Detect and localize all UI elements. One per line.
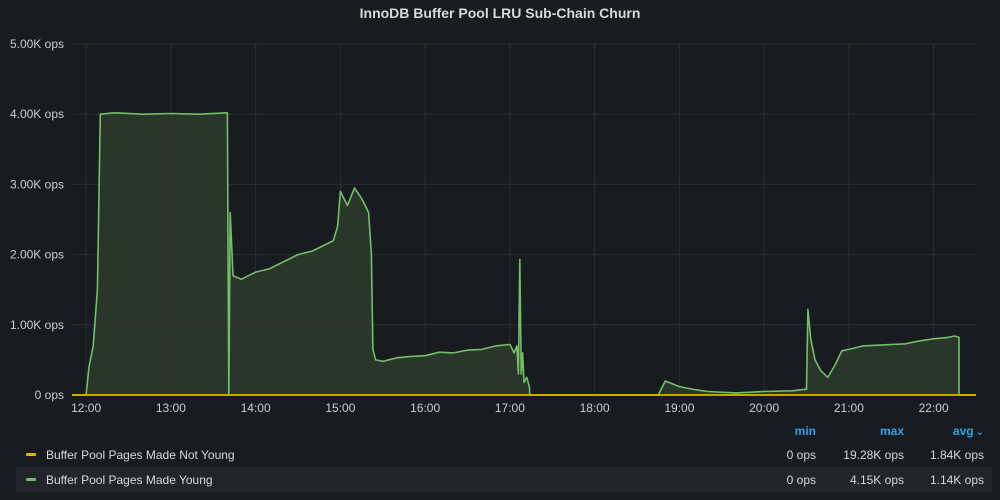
x-tick-label: 21:00 xyxy=(834,401,864,415)
chart: 0 ops 1.00K ops 2.00K ops 3.00K ops 4.00K op… xyxy=(10,37,976,415)
x-tick-label: 18:00 xyxy=(580,401,610,415)
y-tick-label: 5.00K ops xyxy=(10,37,64,51)
chevron-down-icon: ⌄ xyxy=(975,427,984,438)
legend-avg-value: 1.84K ops xyxy=(929,447,984,462)
y-tick-label: 1.00K ops xyxy=(10,318,64,332)
legend-row[interactable]: Buffer Pool Pages Made Young 0 ops 4.15K… xyxy=(16,467,992,492)
legend-header-min[interactable]: min xyxy=(794,424,816,438)
series-line-young xyxy=(72,112,976,396)
legend-swatch-young xyxy=(26,478,36,481)
y-tick-label: 0 ops xyxy=(35,388,64,402)
legend-swatch-not-young xyxy=(26,453,36,456)
axis-layer: 0 ops 1.00K ops 2.00K ops 3.00K ops 4.00K op… xyxy=(10,37,949,415)
legend-row[interactable]: Buffer Pool Pages Made Not Young 0 ops 1… xyxy=(16,442,992,467)
x-tick-label: 17:00 xyxy=(495,401,525,415)
legend-header-avg-label: avg xyxy=(952,424,974,438)
x-tick-label: 13:00 xyxy=(156,401,186,415)
x-tick-label: 22:00 xyxy=(919,401,949,415)
x-tick-label: 16:00 xyxy=(410,401,440,415)
legend-min-value: 0 ops xyxy=(786,472,816,487)
y-tick-label: 4.00K ops xyxy=(10,107,64,121)
legend: min max avg ⌄ Buffer Pool Pages Made Not … xyxy=(16,420,992,492)
legend-series-name[interactable]: Buffer Pool Pages Made Not Young xyxy=(46,447,235,462)
x-tick-label: 20:00 xyxy=(749,401,779,415)
x-tick-label: 12:00 xyxy=(71,401,101,415)
legend-max-value: 4.15K ops xyxy=(849,472,904,487)
legend-min-value: 0 ops xyxy=(786,447,816,462)
legend-header-avg[interactable]: avg ⌄ xyxy=(904,424,992,438)
x-tick-label: 15:00 xyxy=(325,401,355,415)
legend-max-value: 19.28K ops xyxy=(843,447,904,462)
y-tick-label: 3.00K ops xyxy=(10,177,64,191)
series-layer xyxy=(72,112,976,396)
legend-header-max[interactable]: max xyxy=(879,424,904,438)
x-tick-label: 19:00 xyxy=(664,401,694,415)
legend-avg-value: 1.14K ops xyxy=(929,472,984,487)
legend-header: min max avg ⌄ xyxy=(16,420,992,442)
y-tick-label: 2.00K ops xyxy=(10,248,64,262)
chart-title: InnoDB Buffer Pool LRU Sub-Chain Churn xyxy=(359,5,641,21)
x-tick-label: 14:00 xyxy=(241,401,271,415)
series-area-young xyxy=(72,112,976,396)
legend-series-name[interactable]: Buffer Pool Pages Made Young xyxy=(46,472,213,487)
